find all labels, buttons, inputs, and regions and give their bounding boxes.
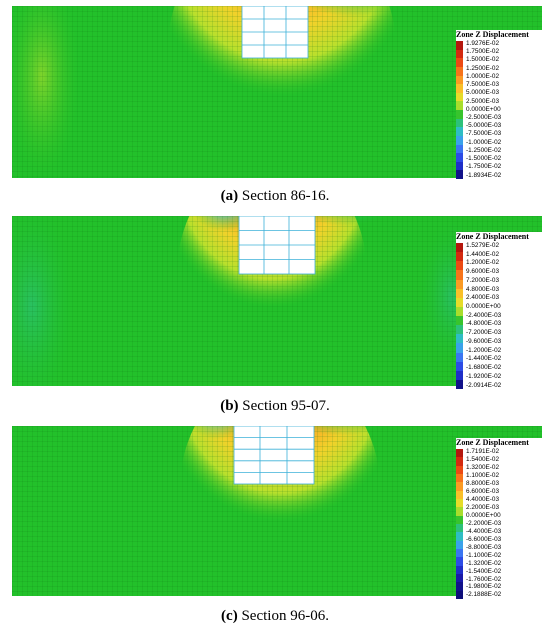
caption-text: Section 86-16. — [241, 188, 330, 204]
contour-svg-a — [12, 6, 542, 178]
caption-a: (a) Section 86-16. — [0, 188, 550, 205]
panel-c: Zone Z Displacement 1.7191E-02 1.5400E-0… — [0, 420, 550, 630]
caption-c: (c) Section 96-06. — [0, 608, 550, 625]
legend-tick: 1.7500E-02 — [466, 48, 500, 56]
panel-b: Zone Z Displacement 1.5279E-02 1.4400E-0… — [0, 212, 550, 420]
legend-tick: -4.4000E-03 — [466, 527, 502, 535]
legend-tick: -1.7600E-02 — [466, 575, 502, 583]
legend-tick: 1.5400E-02 — [466, 455, 500, 463]
foundation-block — [233, 426, 315, 485]
legend-tick: -2.2000E-03 — [466, 519, 502, 527]
legend-tick: 4.4000E-03 — [466, 495, 500, 503]
legend-tick: 2.5000E-03 — [466, 97, 500, 105]
color-scale-bar — [456, 41, 463, 179]
legend-tick: -1.6800E-02 — [466, 364, 502, 372]
legend-tick: 1.7191E-02 — [466, 448, 500, 455]
foundation-block — [238, 216, 316, 275]
legend-tick: 9.6000E-03 — [466, 268, 500, 276]
legend-tick: -2.1888E-02 — [466, 591, 502, 599]
caption-label: (b) — [220, 398, 239, 414]
legend-tick: 2.2000E-03 — [466, 503, 500, 511]
contour-plot-a — [12, 6, 542, 178]
legend-tick: -1.5400E-02 — [466, 567, 502, 575]
legend-tick: 1.5000E-02 — [466, 56, 500, 64]
legend-tick: -7.5000E-03 — [466, 130, 502, 138]
foundation-block — [241, 6, 309, 59]
legend-tick: 1.0000E-02 — [466, 72, 500, 80]
legend-title: Zone Z Displacement — [456, 438, 529, 447]
legend-tick: 2.4000E-03 — [466, 294, 500, 302]
caption-b: (b) Section 95-07. — [0, 398, 550, 415]
legend-c: Zone Z Displacement 1.7191E-02 1.5400E-0… — [456, 438, 542, 600]
legend-tick: -1.3200E-02 — [466, 559, 502, 567]
legend-title: Zone Z Displacement — [456, 232, 529, 241]
contour-plot-c — [12, 426, 542, 596]
legend-tick: 7.5000E-03 — [466, 81, 500, 89]
caption-text: Section 96-06. — [241, 608, 329, 624]
legend-tick: -5.0000E-03 — [466, 122, 502, 130]
legend-tick: 6.6000E-03 — [466, 487, 500, 495]
legend-labels: 1.9276E-02 1.7500E-02 1.5000E-02 1.2500E… — [466, 40, 502, 179]
legend-a: Zone Z Displacement 1.9276E-02 1.7500E-0… — [456, 30, 542, 180]
caption-label: (c) — [221, 608, 238, 624]
legend-tick: -1.0000E-02 — [466, 138, 502, 146]
legend-tick: -1.2000E-02 — [466, 346, 502, 354]
legend-tick: 0.0000E+00 — [466, 511, 501, 519]
legend-tick: -2.5000E-03 — [466, 113, 502, 121]
legend-tick: -9.6000E-03 — [466, 337, 502, 345]
legend-tick: -6.6000E-03 — [466, 535, 502, 543]
legend-tick: -2.4000E-03 — [466, 311, 502, 319]
color-scale-bar — [456, 243, 463, 389]
legend-tick: -4.8000E-03 — [466, 320, 502, 328]
legend-tick: -1.5000E-02 — [466, 155, 502, 163]
legend-tick: -1.4400E-02 — [466, 355, 502, 363]
legend-tick: 1.4400E-02 — [466, 250, 500, 258]
legend-tick: -1.9800E-02 — [466, 583, 502, 591]
legend-tick: 5.0000E-03 — [466, 89, 500, 97]
legend-tick: 1.2500E-02 — [466, 64, 500, 72]
contour-plot-b — [12, 216, 542, 386]
color-scale-bar — [456, 449, 463, 599]
legend-tick: -1.8934E-02 — [466, 171, 502, 179]
legend-labels: 1.5279E-02 1.4400E-02 1.2000E-02 9.6000E… — [466, 242, 502, 389]
legend-tick: -1.9200E-02 — [466, 372, 502, 380]
panel-a: Zone Z Displacement 1.9276E-02 1.7500E-0… — [0, 0, 550, 215]
legend-tick: 7.2000E-03 — [466, 276, 500, 284]
caption-label: (a) — [220, 188, 239, 204]
legend-tick: 1.2000E-02 — [466, 259, 500, 267]
legend-tick: 4.8000E-03 — [466, 285, 500, 293]
legend-tick: 8.8000E-03 — [466, 479, 500, 487]
legend-tick: 0.0000E+00 — [466, 303, 501, 311]
legend-tick: 1.1000E-02 — [466, 471, 500, 479]
caption-text: Section 95-07. — [242, 398, 330, 414]
legend-tick: -7.2000E-03 — [466, 329, 502, 337]
legend-tick: 1.3200E-02 — [466, 463, 500, 471]
contour-svg-c — [12, 426, 542, 596]
legend-tick: -1.2500E-02 — [466, 146, 502, 154]
contour-svg-b — [12, 216, 542, 386]
legend-tick: 1.9276E-02 — [466, 40, 500, 47]
legend-tick: 1.5279E-02 — [466, 242, 500, 249]
legend-b: Zone Z Displacement 1.5279E-02 1.4400E-0… — [456, 232, 542, 390]
legend-tick: -2.0914E-02 — [466, 381, 502, 389]
legend-labels: 1.7191E-02 1.5400E-02 1.3200E-02 1.1000E… — [466, 448, 502, 599]
legend-title: Zone Z Displacement — [456, 30, 529, 39]
legend-tick: -8.8000E-03 — [466, 543, 502, 551]
legend-tick: 0.0000E+00 — [466, 105, 501, 113]
legend-tick: -1.1000E-02 — [466, 551, 502, 559]
legend-tick: -1.7500E-02 — [466, 163, 502, 171]
